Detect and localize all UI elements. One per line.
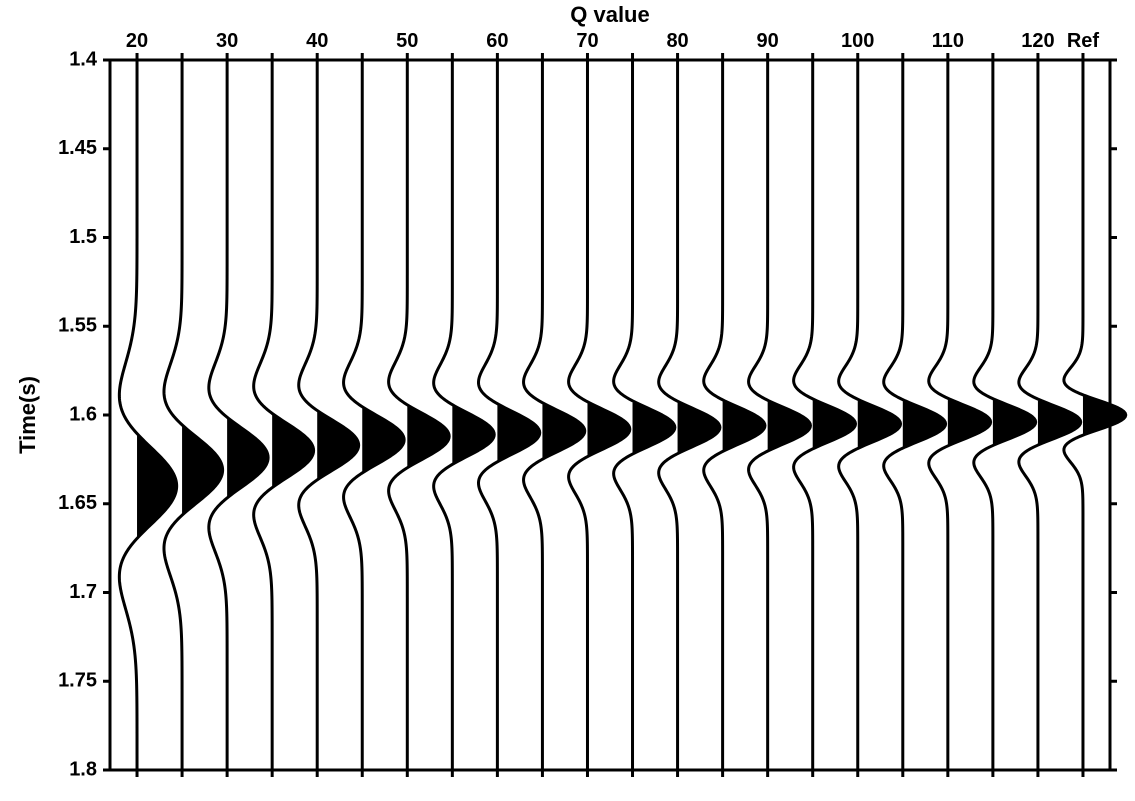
y-tick-label: 1.45: [58, 137, 97, 159]
x-tick-label: 70: [576, 30, 598, 52]
y-tick-label: 1.7: [69, 581, 97, 603]
y-tick-label: 1.65: [58, 492, 97, 514]
y-tick-label: 1.6: [69, 403, 97, 425]
x-tick-label: 30: [216, 30, 238, 52]
x-tick-label: 110: [932, 30, 964, 52]
y-tick-label: 1.8: [69, 758, 97, 780]
x-tick-label: 60: [486, 30, 508, 52]
y-tick-label: 1.4: [69, 48, 98, 70]
wiggle-plot: 1.4 1.45 1.5 1.55 1.6 1.65 1.7 1.75 1.8 20 30 40 50 6…: [0, 0, 1135, 801]
x-tick-label: 20: [126, 30, 148, 52]
chart-title: Q value: [570, 2, 649, 27]
x-tick-label: 40: [306, 30, 328, 52]
x-tick-label: 80: [666, 30, 688, 52]
y-tick-label: 1.55: [58, 315, 97, 337]
x-tick-label: Ref: [1067, 30, 1100, 52]
x-tick-label: 120: [1021, 30, 1054, 52]
x-tick-label: 100: [841, 30, 874, 52]
x-tick-label: 90: [757, 30, 779, 52]
x-tick-label: 50: [396, 30, 418, 52]
y-axis-label: Time(s): [15, 376, 40, 454]
y-tick-label: 1.75: [58, 670, 97, 692]
y-tick-label: 1.5: [69, 226, 97, 248]
chart-container: 1.4 1.45 1.5 1.55 1.6 1.65 1.7 1.75 1.8 20 30 40 50 6…: [0, 0, 1135, 801]
